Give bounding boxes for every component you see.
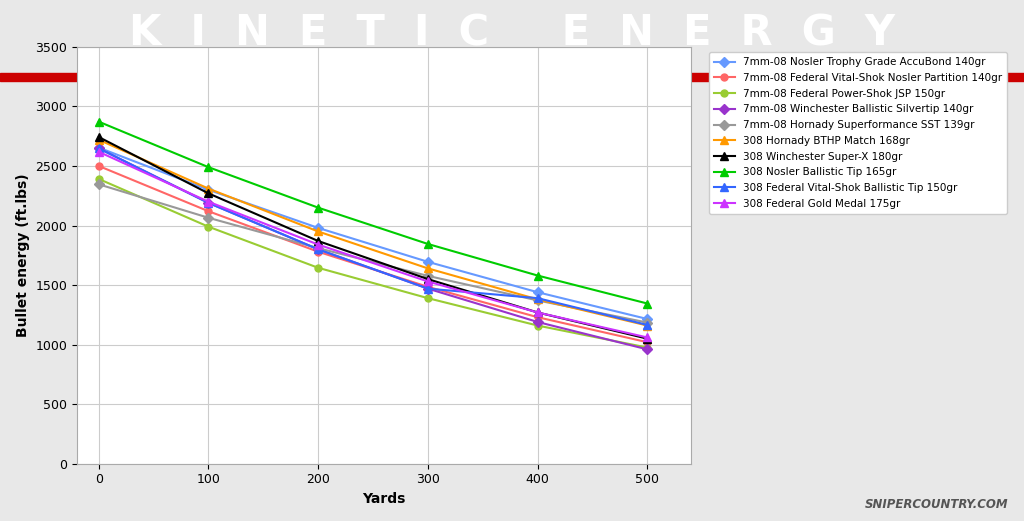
7mm-08 Hornady Superformance SST 139gr: [641, 319, 653, 326]
Line: 308 Hornady BTHP Match 168gr: 308 Hornady BTHP Match 168gr: [94, 135, 651, 330]
Line: 7mm-08 Federal Power-Shok JSP 150gr: 7mm-08 Federal Power-Shok JSP 150gr: [95, 176, 651, 351]
308 Federal Vital-Shok Ballistic Tip 150gr: [92, 145, 104, 152]
7mm-08 Hornady Superformance SST 139gr: [203, 215, 215, 221]
308 Federal Vital-Shok Ballistic Tip 150gr: [312, 246, 325, 253]
308 Federal Gold Medal 175gr: [203, 199, 215, 205]
7mm-08 Winchester Ballistic Silvertip 140gr: [203, 200, 215, 206]
308 Winchester Super-X 180gr: [641, 336, 653, 342]
7mm-08 Winchester Ballistic Silvertip 140gr: [641, 346, 653, 353]
Line: 308 Federal Vital-Shok Ballistic Tip 150gr: 308 Federal Vital-Shok Ballistic Tip 150…: [94, 144, 651, 329]
308 Winchester Super-X 180gr: [531, 309, 544, 316]
7mm-08 Nosler Trophy Grade AccuBond 140gr: [203, 187, 215, 193]
Legend: 7mm-08 Nosler Trophy Grade AccuBond 140gr, 7mm-08 Federal Vital-Shok Nosler Part: 7mm-08 Nosler Trophy Grade AccuBond 140g…: [709, 52, 1008, 214]
308 Federal Gold Medal 175gr: [531, 309, 544, 316]
Line: 308 Nosler Ballistic Tip 165gr: 308 Nosler Ballistic Tip 165gr: [94, 118, 651, 308]
7mm-08 Hornady Superformance SST 139gr: [312, 245, 325, 251]
308 Hornady BTHP Match 168gr: [312, 228, 325, 234]
308 Federal Vital-Shok Ballistic Tip 150gr: [641, 322, 653, 328]
308 Hornady BTHP Match 168gr: [641, 322, 653, 329]
308 Nosler Ballistic Tip 165gr: [92, 119, 104, 125]
308 Nosler Ballistic Tip 165gr: [312, 205, 325, 211]
7mm-08 Federal Vital-Shok Nosler Partition 140gr: [531, 314, 544, 320]
308 Federal Vital-Shok Ballistic Tip 150gr: [422, 286, 434, 292]
7mm-08 Nosler Trophy Grade AccuBond 140gr: [531, 289, 544, 295]
308 Hornady BTHP Match 168gr: [531, 296, 544, 303]
308 Federal Gold Medal 175gr: [422, 278, 434, 284]
7mm-08 Federal Power-Shok JSP 150gr: [422, 295, 434, 301]
308 Winchester Super-X 180gr: [92, 134, 104, 140]
7mm-08 Hornady Superformance SST 139gr: [422, 273, 434, 279]
7mm-08 Nosler Trophy Grade AccuBond 140gr: [641, 316, 653, 322]
308 Winchester Super-X 180gr: [203, 190, 215, 196]
308 Nosler Ballistic Tip 165gr: [422, 241, 434, 247]
7mm-08 Winchester Ballistic Silvertip 140gr: [531, 319, 544, 325]
7mm-08 Federal Power-Shok JSP 150gr: [531, 322, 544, 329]
7mm-08 Federal Power-Shok JSP 150gr: [312, 265, 325, 271]
308 Hornady BTHP Match 168gr: [203, 185, 215, 192]
7mm-08 Federal Vital-Shok Nosler Partition 140gr: [92, 163, 104, 169]
7mm-08 Hornady Superformance SST 139gr: [92, 181, 104, 188]
308 Hornady BTHP Match 168gr: [422, 265, 434, 271]
Text: K  I  N  E  T  I  C     E  N  E  R  G  Y: K I N E T I C E N E R G Y: [129, 13, 895, 55]
308 Winchester Super-X 180gr: [312, 238, 325, 244]
308 Federal Gold Medal 175gr: [641, 334, 653, 341]
7mm-08 Federal Power-Shok JSP 150gr: [203, 224, 215, 230]
7mm-08 Nosler Trophy Grade AccuBond 140gr: [92, 144, 104, 151]
308 Federal Gold Medal 175gr: [92, 148, 104, 155]
Bar: [0, 73, 1024, 81]
308 Hornady BTHP Match 168gr: [92, 137, 104, 143]
Line: 7mm-08 Federal Vital-Shok Nosler Partition 140gr: 7mm-08 Federal Vital-Shok Nosler Partiti…: [95, 163, 651, 346]
7mm-08 Federal Vital-Shok Nosler Partition 140gr: [641, 339, 653, 345]
Line: 308 Federal Gold Medal 175gr: 308 Federal Gold Medal 175gr: [94, 147, 651, 342]
7mm-08 Federal Vital-Shok Nosler Partition 140gr: [203, 208, 215, 214]
7mm-08 Winchester Ballistic Silvertip 140gr: [312, 246, 325, 253]
308 Federal Gold Medal 175gr: [312, 241, 325, 247]
Line: 7mm-08 Nosler Trophy Grade AccuBond 140gr: 7mm-08 Nosler Trophy Grade AccuBond 140g…: [95, 144, 651, 322]
Text: SNIPERCOUNTRY.COM: SNIPERCOUNTRY.COM: [865, 498, 1009, 511]
7mm-08 Winchester Ballistic Silvertip 140gr: [422, 286, 434, 292]
X-axis label: Yards: Yards: [362, 492, 406, 506]
7mm-08 Federal Power-Shok JSP 150gr: [641, 344, 653, 351]
7mm-08 Nosler Trophy Grade AccuBond 140gr: [312, 225, 325, 231]
Line: 7mm-08 Hornady Superformance SST 139gr: 7mm-08 Hornady Superformance SST 139gr: [95, 181, 651, 326]
Y-axis label: Bullet energy (ft.lbs): Bullet energy (ft.lbs): [15, 173, 30, 337]
308 Federal Vital-Shok Ballistic Tip 150gr: [531, 295, 544, 301]
308 Nosler Ballistic Tip 165gr: [531, 272, 544, 279]
308 Nosler Ballistic Tip 165gr: [203, 164, 215, 170]
7mm-08 Federal Vital-Shok Nosler Partition 140gr: [422, 284, 434, 290]
Line: 308 Winchester Super-X 180gr: 308 Winchester Super-X 180gr: [94, 133, 651, 343]
7mm-08 Nosler Trophy Grade AccuBond 140gr: [422, 259, 434, 265]
7mm-08 Winchester Ballistic Silvertip 140gr: [92, 145, 104, 152]
7mm-08 Federal Vital-Shok Nosler Partition 140gr: [312, 249, 325, 255]
7mm-08 Hornady Superformance SST 139gr: [531, 297, 544, 304]
308 Federal Vital-Shok Ballistic Tip 150gr: [203, 200, 215, 206]
Line: 7mm-08 Winchester Ballistic Silvertip 140gr: 7mm-08 Winchester Ballistic Silvertip 14…: [95, 145, 651, 353]
7mm-08 Federal Power-Shok JSP 150gr: [92, 176, 104, 182]
308 Nosler Ballistic Tip 165gr: [641, 301, 653, 307]
308 Winchester Super-X 180gr: [422, 276, 434, 282]
